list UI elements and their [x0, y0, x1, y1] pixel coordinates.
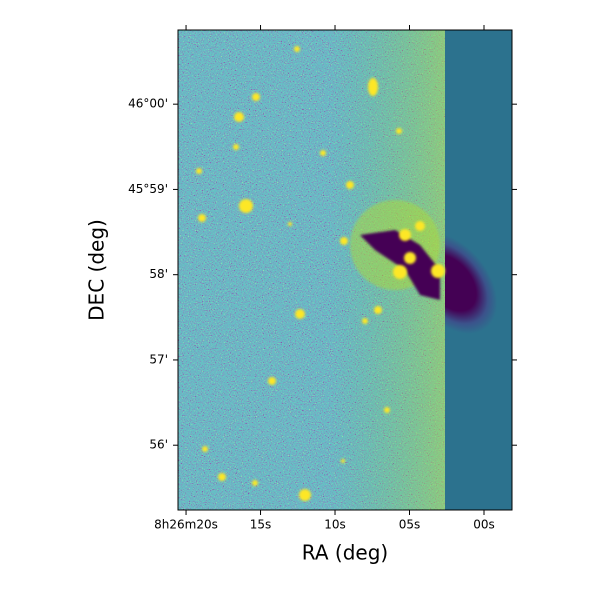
y-tick-label: 56': [149, 438, 168, 452]
stars: [196, 46, 445, 501]
x-tick-label: 15s: [250, 518, 272, 532]
x-tick-label: 05s: [399, 518, 421, 532]
y-axis-label: DEC (deg): [85, 219, 109, 321]
y-tick-label: 57': [149, 352, 168, 366]
y-tick-label: 46°00': [128, 97, 168, 111]
x-tick-label: 00s: [473, 518, 495, 532]
x-tick-label: 10s: [324, 518, 346, 532]
frame: [177, 29, 513, 511]
x-axis-label: RA (deg): [302, 541, 388, 565]
x-tick-label: 8h26m20s: [154, 518, 218, 532]
galaxy-model: [445, 232, 498, 334]
y-tick-label: 45°59': [128, 182, 168, 196]
image: [178, 30, 512, 510]
y-tick-label: 58': [149, 267, 168, 281]
